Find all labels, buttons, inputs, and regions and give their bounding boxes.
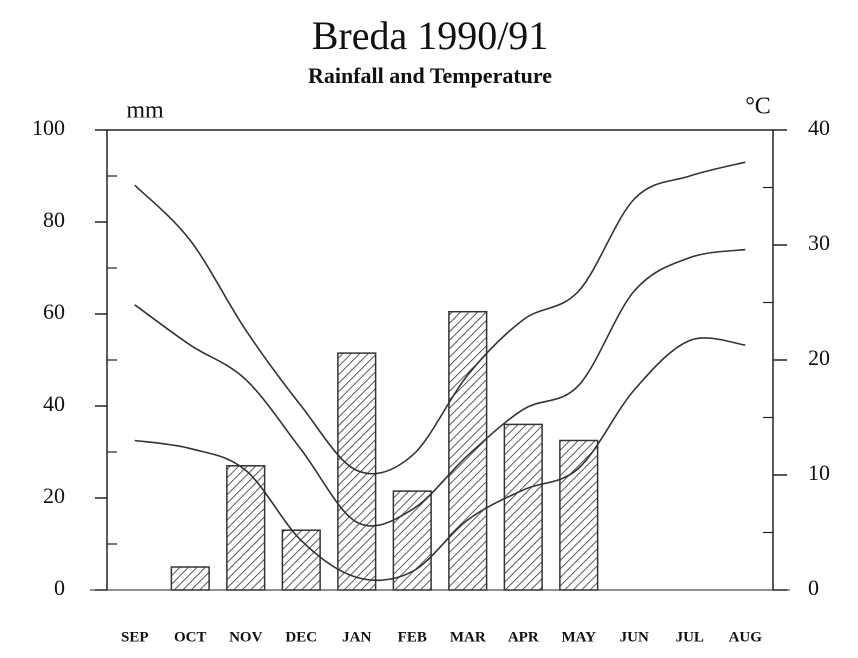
x-tick-label: JUL xyxy=(676,629,704,645)
temperature-line xyxy=(134,161,746,475)
y-tick-label: 20 xyxy=(43,483,65,508)
bar xyxy=(281,529,321,591)
y-tick-label: 100 xyxy=(32,115,65,140)
x-tick-label: APR xyxy=(508,629,539,645)
x-tick-label: SEP xyxy=(121,629,149,645)
bar xyxy=(448,310,488,591)
y2-tick-label: 30 xyxy=(808,230,830,255)
y-tick-label: 40 xyxy=(43,391,65,416)
x-tick-label: MAR xyxy=(450,629,486,645)
x-tick-label: FEB xyxy=(398,629,427,645)
y2-tick-label: 20 xyxy=(808,345,830,370)
bar xyxy=(226,465,266,591)
bar xyxy=(503,423,543,591)
x-tick-label: NOV xyxy=(229,629,263,645)
temperature-line xyxy=(134,337,746,582)
x-tick-label: DEC xyxy=(285,629,317,645)
temperature-line xyxy=(134,248,746,527)
x-tick-label: JUN xyxy=(620,629,649,645)
y-tick-label: 60 xyxy=(43,299,65,324)
chart-subtitle: Rainfall and Temperature xyxy=(308,63,552,88)
bar xyxy=(392,490,432,591)
y-tick-label: 0 xyxy=(54,575,65,600)
y2-tick-label: 40 xyxy=(808,115,830,140)
y2-tick-label: 10 xyxy=(808,460,830,485)
bar xyxy=(170,566,210,591)
y-axis-label: mm xyxy=(126,98,164,124)
bar xyxy=(559,439,599,591)
x-tick-label: JAN xyxy=(342,629,371,645)
chart-title: Breda 1990/91 xyxy=(312,13,549,58)
x-tick-label: AUG xyxy=(729,629,763,645)
y2-axis-label: °C xyxy=(745,94,771,120)
x-tick-label: OCT xyxy=(174,629,207,645)
y2-tick-label: 0 xyxy=(808,575,819,600)
x-tick-label: MAY xyxy=(562,629,597,645)
bar xyxy=(337,352,377,591)
y-tick-label: 80 xyxy=(43,207,65,232)
